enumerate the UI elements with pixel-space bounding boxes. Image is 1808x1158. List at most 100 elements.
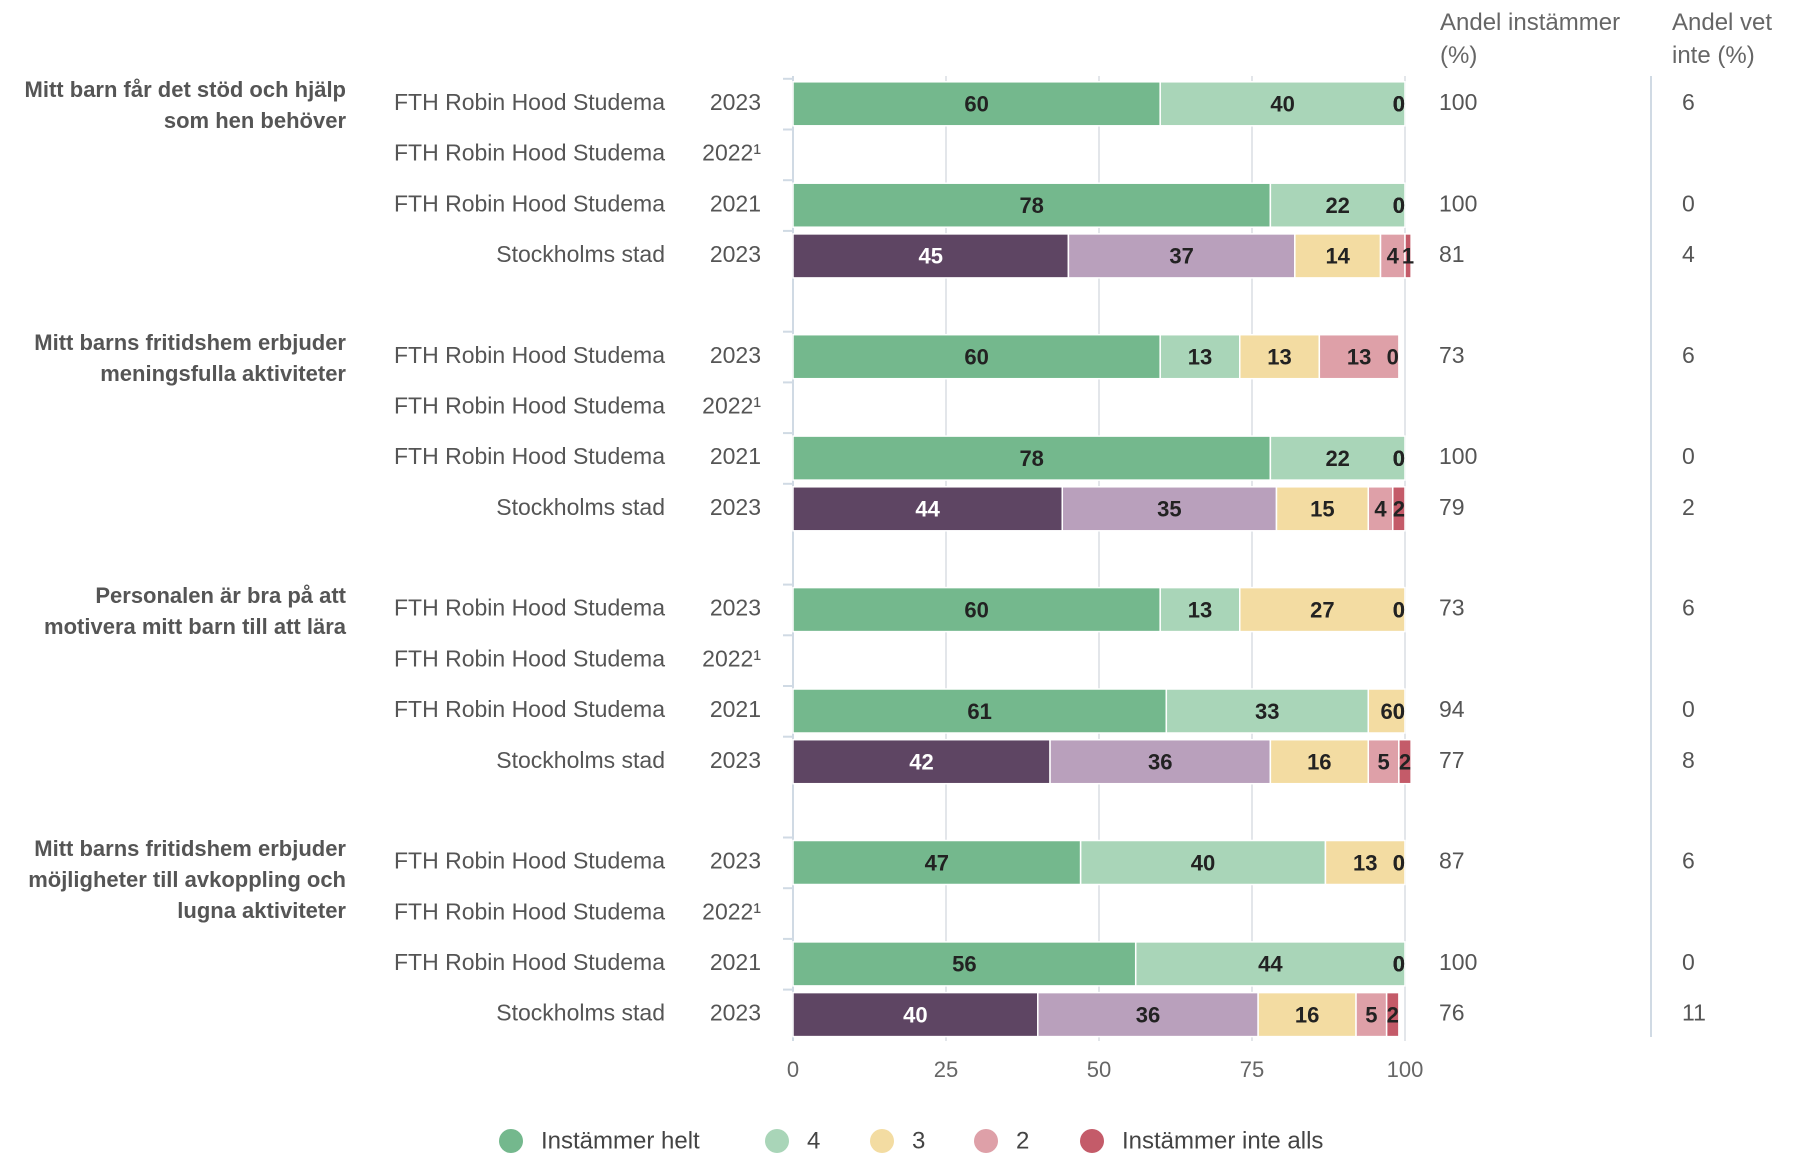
row-year: 2022¹ bbox=[702, 645, 761, 671]
bar-segment bbox=[1269, 738, 1370, 785]
row-entity: FTH Robin Hood Studema bbox=[394, 89, 665, 115]
data-label: 0 bbox=[1393, 193, 1405, 218]
bar-segment bbox=[792, 586, 1161, 633]
dont-know-share: 0 bbox=[1682, 696, 1695, 722]
data-label: 4 bbox=[1387, 244, 1400, 269]
dont-know-share: 4 bbox=[1682, 241, 1695, 267]
bar-segment bbox=[1324, 839, 1406, 886]
row-entity: FTH Robin Hood Studema bbox=[394, 848, 665, 874]
bar-segment bbox=[1037, 991, 1259, 1038]
data-label: 60 bbox=[964, 345, 988, 370]
data-label: 0 bbox=[1393, 699, 1405, 724]
legend-label: Instämmer inte alls bbox=[1122, 1127, 1323, 1154]
row-year: 2023 bbox=[710, 747, 761, 773]
row-entity: FTH Robin Hood Studema bbox=[394, 595, 665, 621]
data-label: 0 bbox=[1393, 699, 1405, 724]
dont-know-share: 2 bbox=[1682, 494, 1695, 520]
row-entity: Stockholms stad bbox=[496, 747, 665, 773]
row-entity: FTH Robin Hood Studema bbox=[394, 342, 665, 368]
data-label: 0 bbox=[1393, 92, 1405, 117]
data-label: 13 bbox=[1188, 597, 1212, 622]
bar-segment bbox=[792, 486, 1064, 532]
bar-segment bbox=[1392, 486, 1406, 532]
data-label: 4 bbox=[1374, 497, 1387, 522]
data-label: 0 bbox=[1393, 597, 1405, 622]
bar-segment bbox=[792, 839, 1082, 886]
data-label: 2 bbox=[1399, 750, 1411, 775]
legend-marker bbox=[765, 1129, 789, 1153]
data-label: 78 bbox=[1019, 446, 1043, 471]
data-label: 47 bbox=[925, 850, 949, 875]
data-label: 13 bbox=[1267, 345, 1291, 370]
legend-label: Instämmer helt bbox=[541, 1127, 700, 1154]
data-label: 40 bbox=[1270, 92, 1294, 117]
row-year: 2023 bbox=[710, 89, 761, 115]
bar-segment bbox=[792, 81, 1161, 127]
row-entity: FTH Robin Hood Studema bbox=[394, 696, 665, 722]
data-label: 0 bbox=[1393, 850, 1405, 875]
bar-segment bbox=[1355, 991, 1388, 1038]
bar-segment bbox=[1159, 81, 1406, 127]
data-label: 2 bbox=[1387, 1002, 1399, 1027]
row-entity: Stockholms stad bbox=[496, 241, 665, 267]
data-label: 45 bbox=[918, 244, 942, 269]
data-label: 2 bbox=[1393, 497, 1405, 522]
bar-segment bbox=[1269, 435, 1406, 481]
data-label: 33 bbox=[1255, 699, 1279, 724]
data-label: 0 bbox=[1393, 597, 1405, 622]
bar-segment bbox=[1275, 486, 1370, 532]
agree-share: 77 bbox=[1439, 747, 1465, 773]
data-label: 60 bbox=[964, 92, 988, 117]
dont-know-share: 0 bbox=[1682, 443, 1695, 469]
agree-share: 100 bbox=[1439, 949, 1477, 975]
data-label: 0 bbox=[1393, 952, 1405, 977]
row-year: 2022¹ bbox=[702, 392, 761, 418]
bar-segment bbox=[1049, 738, 1272, 785]
bar-segment bbox=[1367, 688, 1406, 734]
row-entity: FTH Robin Hood Studema bbox=[394, 898, 665, 924]
agree-share: 100 bbox=[1439, 89, 1477, 115]
agree-share: 79 bbox=[1439, 494, 1465, 520]
data-label: 42 bbox=[909, 750, 933, 775]
x-tick-label: 75 bbox=[1240, 1057, 1264, 1082]
data-label: 0 bbox=[1393, 92, 1405, 117]
data-label: 22 bbox=[1325, 193, 1349, 218]
dont-know-share: 6 bbox=[1682, 89, 1695, 115]
data-label: 13 bbox=[1347, 345, 1371, 370]
data-label: 78 bbox=[1019, 193, 1043, 218]
data-label: 0 bbox=[1387, 345, 1399, 370]
bar-segment bbox=[1385, 991, 1400, 1038]
bar-segment bbox=[1294, 233, 1382, 279]
row-entity: FTH Robin Hood Studema bbox=[394, 949, 665, 975]
question-label: Personalen är bra på att motivera mitt b… bbox=[44, 582, 346, 639]
row-year: 2023 bbox=[710, 595, 761, 621]
bar-segment bbox=[1269, 182, 1406, 228]
row-year: 2021 bbox=[710, 949, 761, 975]
dont-know-share: 6 bbox=[1682, 595, 1695, 621]
row-entity: FTH Robin Hood Studema bbox=[394, 190, 665, 216]
bar-segment bbox=[1067, 233, 1296, 279]
data-label: 0 bbox=[1393, 446, 1405, 471]
row-year: 2021 bbox=[710, 696, 761, 722]
row-entity: FTH Robin Hood Studema bbox=[394, 645, 665, 671]
data-label: 56 bbox=[952, 952, 976, 977]
data-label: 15 bbox=[1310, 497, 1334, 522]
legend-marker bbox=[499, 1129, 523, 1153]
bar-segment bbox=[1165, 688, 1370, 734]
question-label: Mitt barns fritidshem erbjuder meningsfu… bbox=[34, 329, 346, 386]
question-label: Mitt barn får det stöd och hjälp som hen… bbox=[24, 76, 346, 133]
bar-segment bbox=[1379, 233, 1406, 279]
data-label: 0 bbox=[1393, 952, 1405, 977]
data-label: 0 bbox=[1393, 446, 1405, 471]
data-label: 37 bbox=[1169, 244, 1193, 269]
data-label: 13 bbox=[1188, 345, 1212, 370]
dont-know-share: 6 bbox=[1682, 342, 1695, 368]
data-label: 44 bbox=[915, 497, 940, 522]
bar-segment bbox=[792, 233, 1070, 279]
bar-segment bbox=[792, 941, 1137, 987]
data-label: 0 bbox=[1393, 92, 1405, 117]
row-year: 2021 bbox=[710, 190, 761, 216]
bar-segment bbox=[1257, 991, 1357, 1038]
